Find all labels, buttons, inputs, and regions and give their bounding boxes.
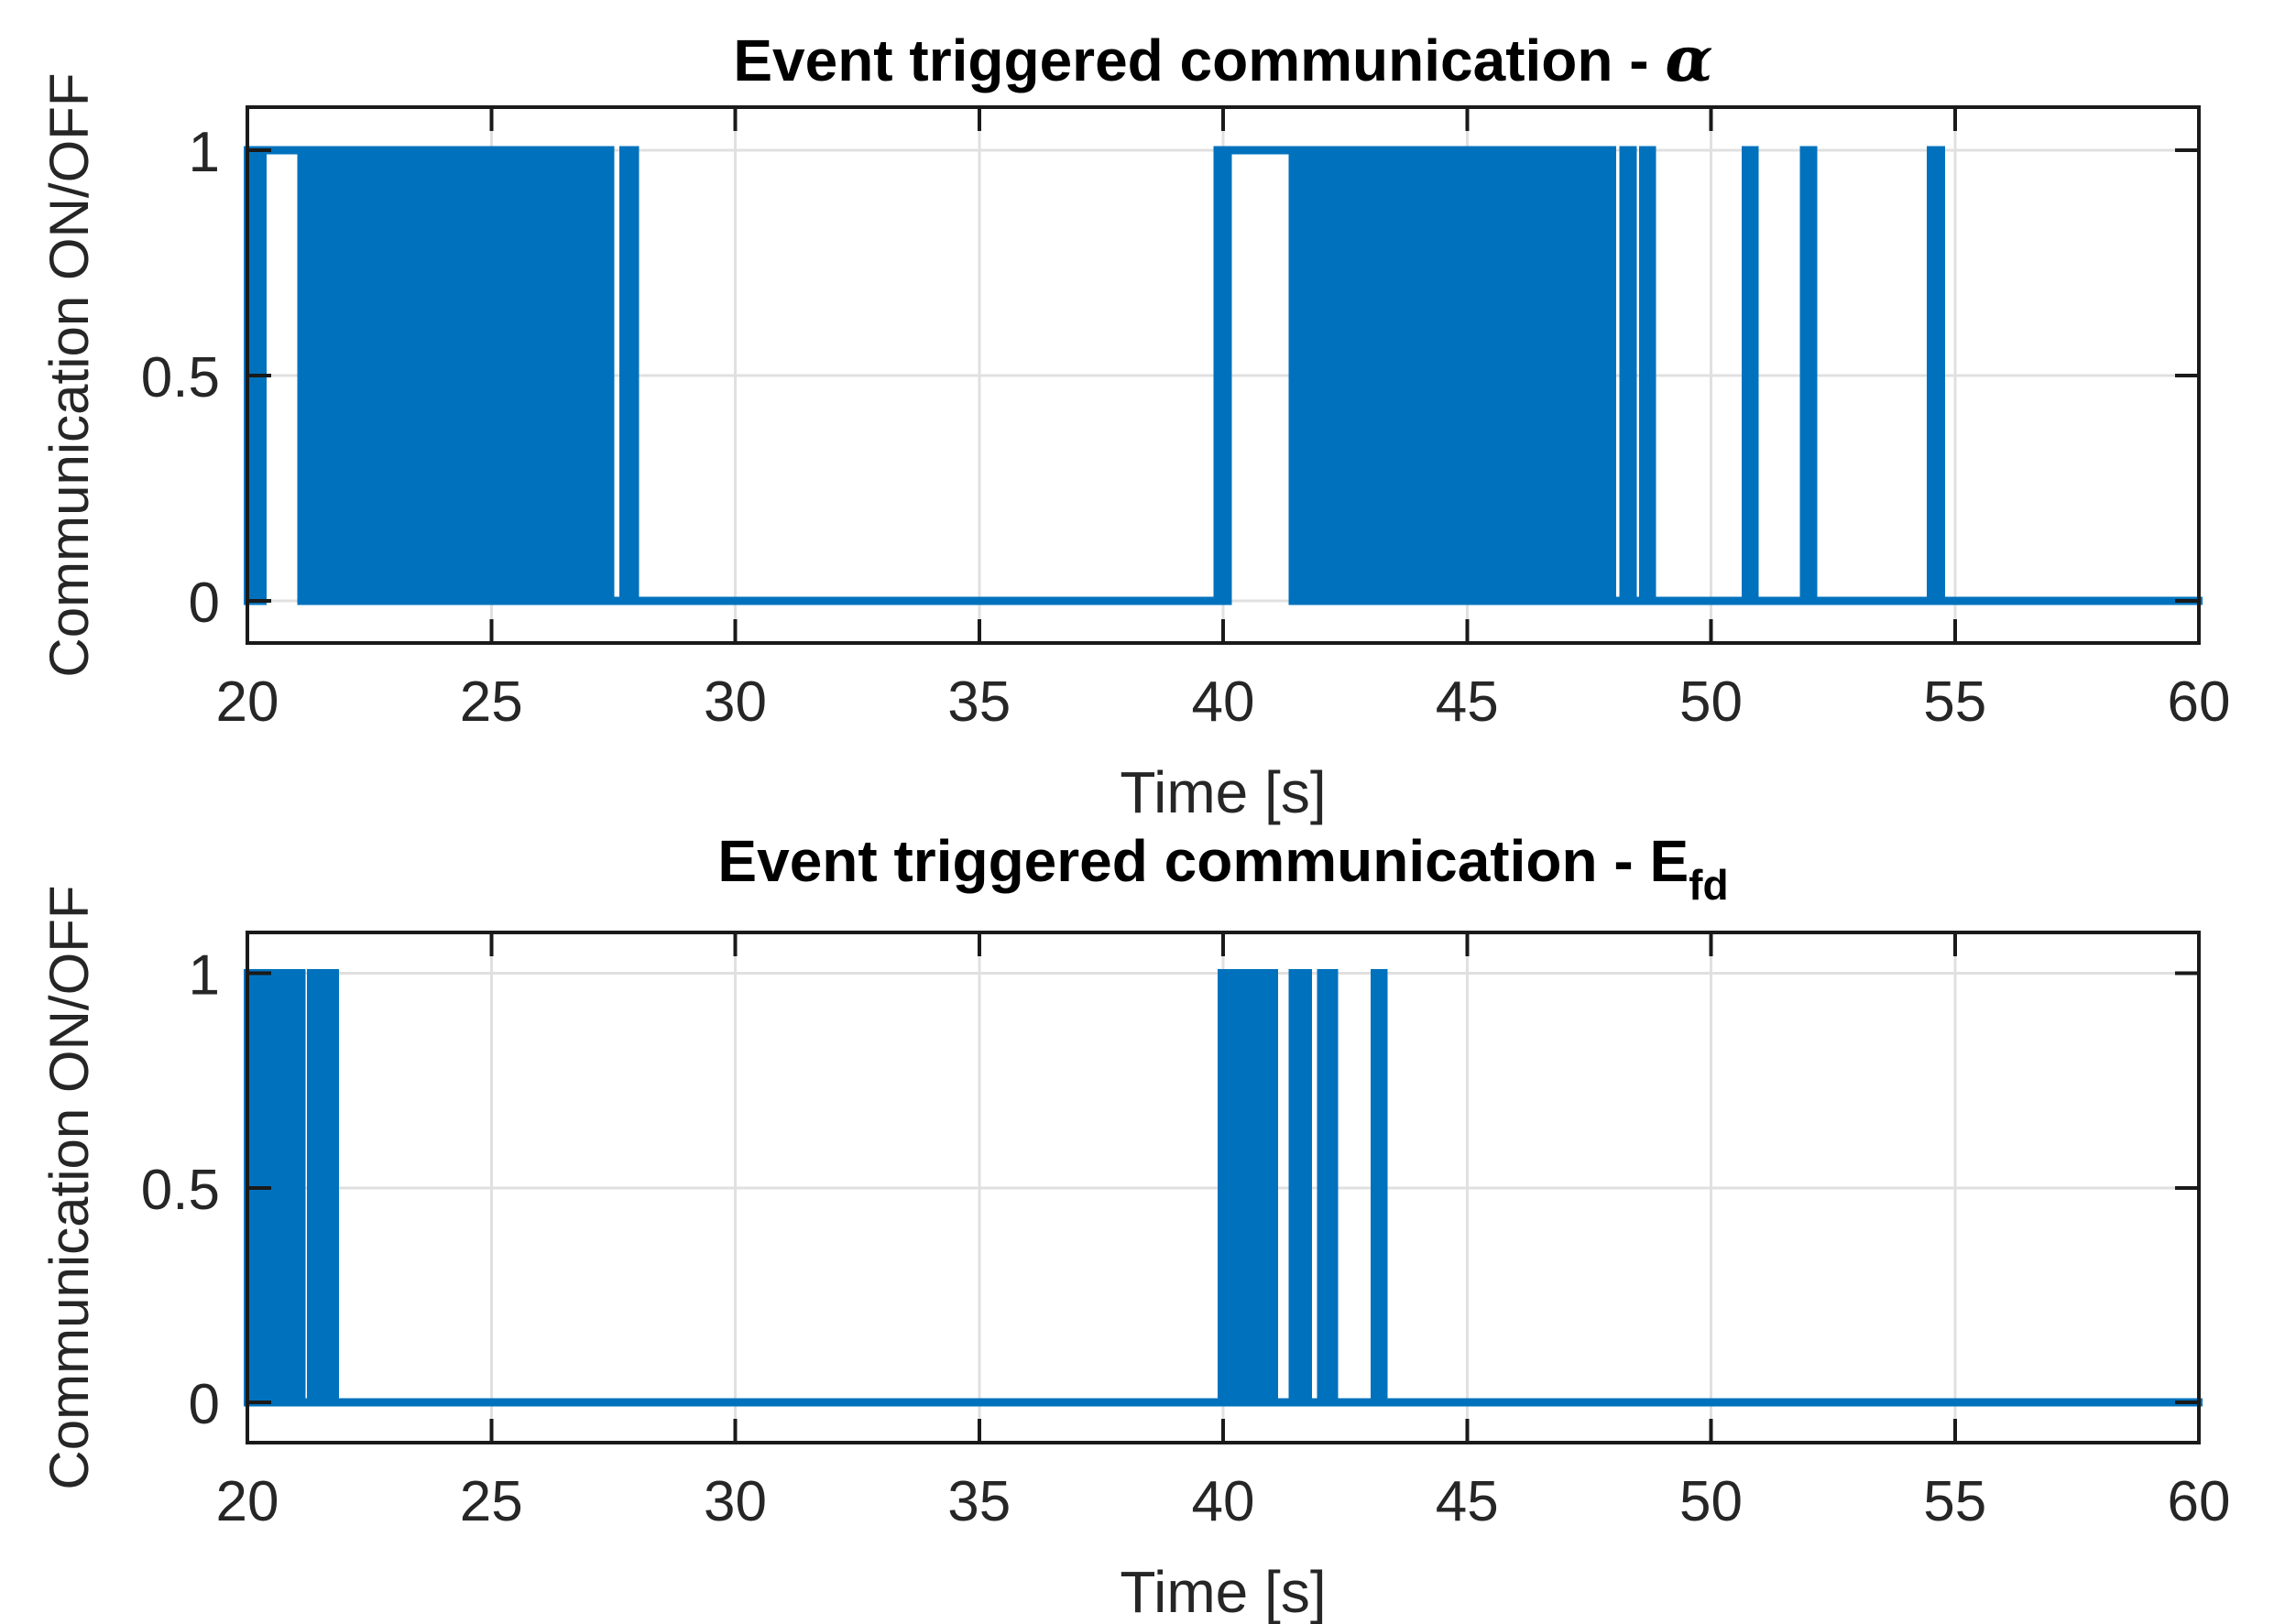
chart-title-subscript: fd	[1689, 861, 1728, 909]
chart-alpha: 20 25 30 35 40 45 50 55 60 0 0.5 1 Time [s] Communica…	[38, 23, 2230, 825]
signal-dense-block	[1288, 146, 1406, 605]
chart-title: Event triggered communication - Efd	[717, 828, 1728, 909]
x-tick-label: 50	[1679, 670, 1743, 734]
x-tick-label: 20	[216, 1470, 279, 1533]
x-tick-label: 55	[1923, 670, 1986, 734]
chart-title: Event triggered communication - α	[733, 23, 1712, 96]
x-tick-label: 30	[704, 670, 767, 734]
x-tick-label: 40	[1192, 1470, 1255, 1533]
x-tick-label: 25	[460, 670, 523, 734]
y-tick-label: 1	[189, 944, 220, 1008]
x-tick-label: 45	[1436, 670, 1499, 734]
y-tick-label: 0.5	[141, 346, 220, 409]
signal-dense-block	[281, 969, 306, 1407]
chart-title-prefix: Event triggered communication -	[717, 828, 1649, 894]
x-tick-label: 60	[2168, 670, 2231, 734]
tick-marks	[246, 107, 2201, 643]
signal-dense-block	[1405, 146, 1616, 605]
x-tick-label: 20	[216, 670, 279, 734]
x-tick-label: 60	[2168, 1470, 2231, 1533]
signal-dense-block	[1371, 969, 1388, 1407]
signal-dense-block	[1217, 969, 1278, 1407]
x-tick-label: 30	[704, 1470, 767, 1533]
signal-dense-block	[1741, 146, 1759, 605]
x-tick-label: 40	[1192, 670, 1255, 734]
chart-title-symbol: E	[1649, 828, 1689, 894]
signal-dense-block	[1317, 969, 1339, 1407]
chart-title-prefix: Event triggered communication -	[733, 27, 1665, 93]
y-axis-label: Communication ON/OFF	[38, 885, 100, 1489]
signal-dense-block	[1213, 146, 1232, 605]
x-axis-label: Time [s]	[1120, 759, 1326, 825]
x-tick-label: 35	[947, 1470, 1011, 1533]
y-tick-label: 1	[189, 121, 220, 184]
y-axis-label: Communication ON/OFF	[38, 72, 100, 677]
chart-title-symbol: α	[1665, 23, 1712, 96]
x-axis-label: Time [s]	[1120, 1559, 1326, 1624]
y-tick-label: 0	[189, 1373, 220, 1436]
signal-dense-block	[307, 969, 325, 1407]
x-tick-label: 50	[1679, 1470, 1743, 1533]
signal-dense-block	[1638, 146, 1656, 605]
signal-dense-block	[1799, 146, 1818, 605]
signal-dense-block	[297, 146, 615, 605]
x-tick-label: 25	[460, 1470, 523, 1533]
signal-dense-block	[1288, 969, 1313, 1407]
x-tick-label: 35	[947, 670, 1011, 734]
signal-dense-block	[1927, 146, 1945, 605]
x-tick-label: 55	[1923, 1470, 1986, 1533]
signal-dense-block	[322, 969, 339, 1407]
x-tick-label: 45	[1436, 1470, 1499, 1533]
y-tick-label: 0	[189, 572, 220, 635]
y-tick-label: 0.5	[141, 1159, 220, 1222]
signal-dense-block	[619, 146, 640, 605]
signal-dense-block	[1619, 146, 1637, 605]
chart-efd: 20 25 30 35 40 45 50 55 60 0 0.5 1 Time [s] Communica…	[38, 828, 2230, 1624]
tick-marks	[246, 932, 2201, 1443]
